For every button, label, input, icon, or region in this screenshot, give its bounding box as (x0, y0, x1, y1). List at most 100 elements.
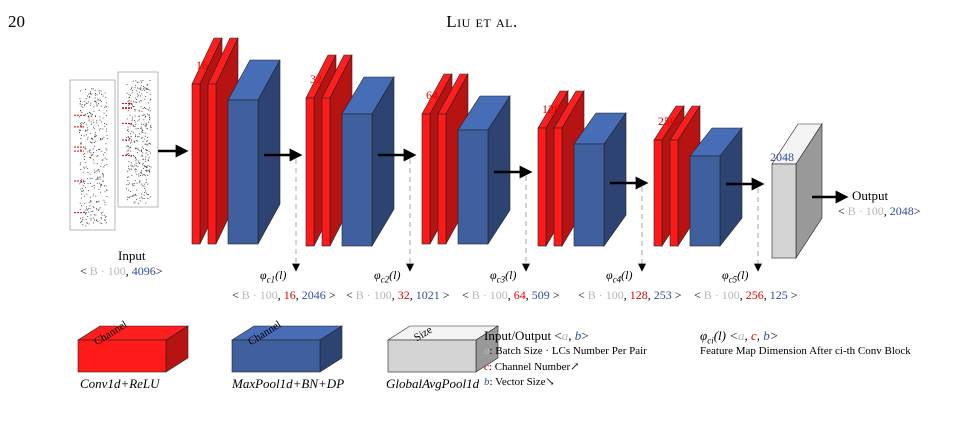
input-plot-point (94, 100, 96, 102)
input-plot-point (96, 219, 98, 221)
input-plot-point (99, 182, 100, 184)
input-plot-point (95, 115, 96, 117)
input-plot-point (98, 149, 99, 150)
input-plot-point (133, 101, 135, 103)
input-plot-point (144, 188, 146, 189)
input-plot-point (133, 125, 134, 126)
input-plot-point (131, 130, 133, 132)
input-plot-point (95, 116, 96, 118)
input-plot-point (147, 170, 149, 172)
input-plot-point (86, 103, 88, 104)
input-plot-point (138, 94, 140, 96)
input-plot-point (134, 164, 136, 166)
input-plot-point (136, 99, 137, 100)
input-plot-point (102, 128, 104, 130)
pool-layer (689, 127, 743, 247)
input-plot-point (96, 94, 98, 96)
input-plot-point (147, 174, 149, 176)
input-plot-point (95, 93, 96, 94)
input-plot-point (98, 201, 100, 202)
input-plot-point (101, 214, 103, 216)
input-plot-point (146, 128, 148, 130)
input-plot-point (90, 93, 92, 95)
input-plot-point (92, 119, 94, 121)
input-plot-point (137, 136, 139, 138)
input-plot-point (136, 147, 138, 149)
input-plot-point (127, 166, 129, 167)
input-plot-point (142, 80, 144, 82)
input-plot-point (144, 143, 146, 145)
input-plot-point (90, 102, 92, 104)
input-plot-point (104, 152, 106, 153)
input-plot-point (104, 216, 106, 218)
input-plot-point (84, 212, 86, 213)
input-plot-point (91, 185, 93, 187)
input-plot-point (150, 129, 152, 131)
input-plot-point (127, 154, 128, 156)
input-plot-point (134, 169, 136, 171)
gap-layer (771, 122, 823, 260)
input-plot-point (142, 162, 144, 164)
phi-subscript: c5 (728, 274, 738, 285)
input-plot-point (80, 143, 82, 145)
input-plot-point (104, 204, 106, 206)
input-plot-point (106, 189, 108, 191)
input-plot-point (90, 156, 91, 158)
input-plot-point (95, 101, 97, 103)
input-plot-point (81, 221, 82, 223)
input-plot-point (85, 148, 87, 150)
input-plot-point (93, 162, 95, 164)
input-plot-point (127, 196, 129, 198)
input-plot-point (80, 142, 82, 144)
input-plot-point (93, 128, 95, 129)
input-plot-point (140, 131, 142, 133)
input-plot-point (79, 222, 81, 223)
input-plot-point (127, 126, 129, 128)
input-plot-point (145, 116, 147, 117)
input-plot-point (99, 128, 101, 130)
input-plot-point (140, 95, 141, 97)
io-a: a (561, 328, 569, 343)
input-plot-point (138, 175, 140, 177)
input-plot-point (131, 103, 133, 105)
phi-subscript: c2 (380, 274, 390, 285)
input-plot-point (101, 138, 103, 140)
input-plot-point (79, 130, 81, 132)
input-plot-point (140, 100, 142, 102)
dim-vector: 1021 (415, 288, 440, 302)
input-plot-point (131, 104, 133, 106)
input-plot-point (99, 99, 101, 101)
input-plot-point (92, 139, 94, 141)
input-plot-point (92, 217, 94, 219)
input-plot-point (88, 208, 89, 210)
input-plot-point (93, 142, 95, 143)
legend-io-title: Input/Output <a, b> (484, 328, 589, 343)
input-plot-point (126, 84, 128, 85)
input-plot-point (138, 109, 140, 111)
input-plot-point (94, 97, 96, 99)
input-plot-point (96, 170, 98, 172)
feature-dim-label: < B · 100, 256, 125 > (694, 288, 798, 302)
input-plot-point (95, 135, 97, 137)
input-plot-point (81, 142, 82, 144)
input-plot-point (81, 193, 83, 195)
input-plot-point (85, 186, 86, 188)
legend-phi-desc: Feature Map Dimension After ci-th Conv B… (700, 345, 911, 357)
input-plot-point (80, 124, 82, 125)
input-plot-point (104, 157, 106, 159)
input-plot-point (96, 104, 98, 106)
input-plot-point (102, 180, 104, 182)
input-plot-point (128, 137, 130, 138)
input-plot-point (93, 187, 95, 189)
input-plot-point (136, 102, 138, 103)
input-plot-point (147, 140, 149, 142)
input-plot-point (143, 198, 145, 199)
input-plot-point (149, 165, 150, 167)
legend-gap-shape (386, 325, 500, 373)
legend-io-b: b: Vector Size↘ (484, 376, 555, 388)
input-plot-point (90, 115, 92, 117)
input-plot-point (90, 211, 92, 213)
input-plot-point (142, 155, 143, 157)
input-plot-point (102, 138, 104, 140)
output-dim-label: < B · 100, 2048> (838, 204, 921, 218)
